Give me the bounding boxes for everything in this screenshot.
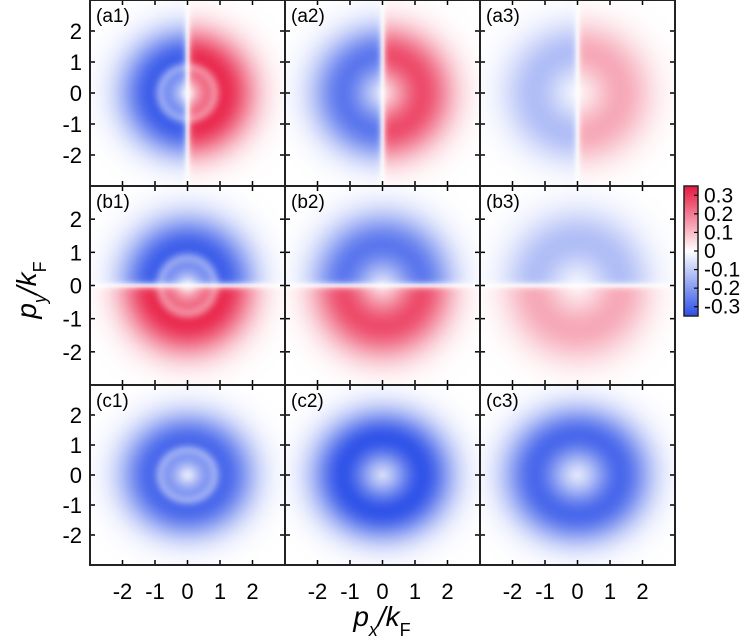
x-tick-labels: -2 -1 0 1 2 -2 -1 0 1 2 -2 -1 0 1 2 (113, 579, 649, 604)
panel-label: (a1) (96, 6, 130, 27)
y-tick-label: -1 (62, 493, 82, 518)
panel-frame (479, 384, 676, 566)
heatmap-image (90, 385, 285, 565)
panel-b1: (b1) (90, 186, 285, 385)
x-tick-label: -1 (535, 579, 555, 604)
x-tick-label: 2 (441, 579, 453, 604)
panel-label: (b3) (486, 192, 520, 213)
heatmap-image (90, 0, 285, 186)
y-tick-label: 0 (70, 81, 82, 106)
x-tick-label: 2 (246, 579, 258, 604)
y-tick-labels: 2 1 0 -1 -2 2 1 0 -1 -2 2 1 0 -1 -2 (62, 19, 82, 548)
colorbar-tick-label: 0 (704, 240, 716, 263)
panel-label: (a3) (486, 6, 520, 27)
panel-b3: (b3) (480, 186, 675, 385)
y-tick-label: 1 (70, 433, 82, 458)
x-axis-label: px/kF (352, 601, 410, 640)
axis-labels: px/kF py/kF (11, 261, 411, 640)
colorbar-tick-label: -0.1 (704, 259, 740, 282)
panel-label: (c1) (96, 391, 129, 412)
y-tick-label: 2 (70, 19, 82, 44)
y-tick-label: 1 (70, 240, 82, 265)
colorbar-tick-label: 0.2 (704, 203, 733, 226)
heatmap-image (480, 385, 675, 565)
panel-a3: (a3) (480, 0, 675, 186)
panel-label: (b2) (291, 192, 325, 213)
heatmap-image (480, 0, 675, 186)
panel-a2: (a2) (285, 0, 480, 186)
y-tick-label: 2 (70, 207, 82, 232)
panel-label: (b1) (96, 192, 130, 213)
panel-a1: (a1) (90, 0, 285, 186)
y-axis-label: py/kF (11, 261, 50, 319)
y-tick-label: -2 (62, 523, 82, 548)
heatmap-image (285, 186, 480, 385)
heatmap-image (285, 385, 480, 565)
y-tick-label: 0 (70, 274, 82, 299)
heatmap-panels: (a1) (a2) (a3) (b1) (b2) (b3) (c1) (c2) (c3) (90, 0, 675, 565)
colorbar: 0.30.20.10-0.1-0.2-0.3 (683, 184, 740, 319)
x-tick-label: 0 (376, 579, 388, 604)
colorbar-tick-label: 0.1 (704, 221, 733, 244)
y-tick-label: -1 (62, 307, 82, 332)
x-tick-label: -2 (503, 579, 523, 604)
panel-label: (a2) (291, 6, 325, 27)
heatmap-image (90, 186, 285, 385)
colorbar-tick-label: -0.3 (704, 296, 740, 319)
x-tick-label: 1 (604, 579, 616, 604)
colorbar-tick-label: 0.3 (704, 184, 733, 207)
x-tick-label: 0 (571, 579, 583, 604)
x-tick-label: 1 (409, 579, 421, 604)
x-tick-label: -1 (145, 579, 165, 604)
heatmap-image (285, 0, 480, 186)
x-tick-label: 1 (214, 579, 226, 604)
panel-frames (89, 0, 676, 566)
y-tick-label: 2 (70, 403, 82, 428)
x-tick-label: 2 (636, 579, 648, 604)
x-tick-label: -2 (113, 579, 133, 604)
panel-c3: (c3) (480, 385, 675, 565)
panel-c1: (c1) (90, 385, 285, 565)
y-tick-label: 0 (70, 463, 82, 488)
x-tick-label: -1 (340, 579, 360, 604)
colorbar-tick-label: -0.2 (704, 277, 740, 300)
panel-label: (c2) (291, 391, 324, 412)
y-tick-label: -1 (62, 112, 82, 137)
y-tick-label: 1 (70, 50, 82, 75)
y-tick-label: -2 (62, 340, 82, 365)
x-tick-label: 0 (181, 579, 193, 604)
panel-label: (c3) (486, 391, 519, 412)
heatmap-image (480, 186, 675, 385)
y-tick-label: -2 (62, 143, 82, 168)
panel-c2: (c2) (285, 385, 480, 565)
x-tick-label: -2 (308, 579, 328, 604)
panel-b2: (b2) (285, 186, 480, 385)
